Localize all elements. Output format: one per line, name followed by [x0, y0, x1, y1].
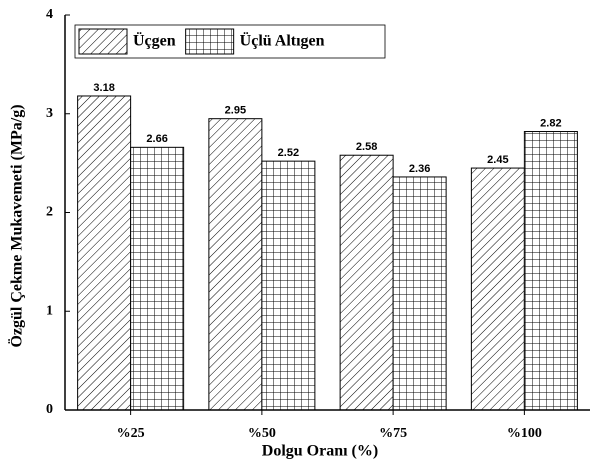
value-label: 2.82	[540, 117, 561, 129]
value-label: 2.36	[409, 163, 430, 175]
x-tick-label: %25	[117, 426, 145, 441]
bar	[208, 118, 263, 411]
x-tick-label: %50	[248, 426, 276, 441]
x-tick-label: %100	[507, 426, 542, 441]
legend-swatch	[78, 28, 128, 55]
value-label: 2.45	[487, 154, 508, 166]
y-tick-label: 0	[46, 402, 53, 417]
y-axis-title: Özgül Çekme Mukavemeti (MPa/g)	[8, 104, 26, 347]
bar	[392, 176, 447, 411]
y-tick-label: 3	[46, 106, 53, 121]
x-tick-label: %75	[379, 426, 407, 441]
bar	[261, 160, 316, 411]
bar	[130, 146, 185, 411]
bar	[523, 131, 578, 411]
value-label: 2.52	[278, 147, 299, 159]
value-label: 2.95	[225, 105, 246, 117]
legend-label: Üçgen	[133, 32, 176, 50]
y-tick-label: 1	[46, 303, 53, 318]
y-tick-label: 4	[46, 7, 53, 22]
legend-swatch	[185, 28, 235, 55]
bar	[470, 167, 525, 411]
y-tick-label: 2	[46, 205, 53, 220]
value-label: 3.18	[93, 82, 114, 94]
bar	[339, 154, 394, 411]
legend-label: Üçlü Altıgen	[240, 32, 325, 50]
value-label: 2.66	[146, 133, 167, 145]
x-axis-title: Dolgu Oranı (%)	[262, 443, 378, 460]
value-label: 2.58	[356, 141, 377, 153]
bar	[77, 95, 132, 411]
